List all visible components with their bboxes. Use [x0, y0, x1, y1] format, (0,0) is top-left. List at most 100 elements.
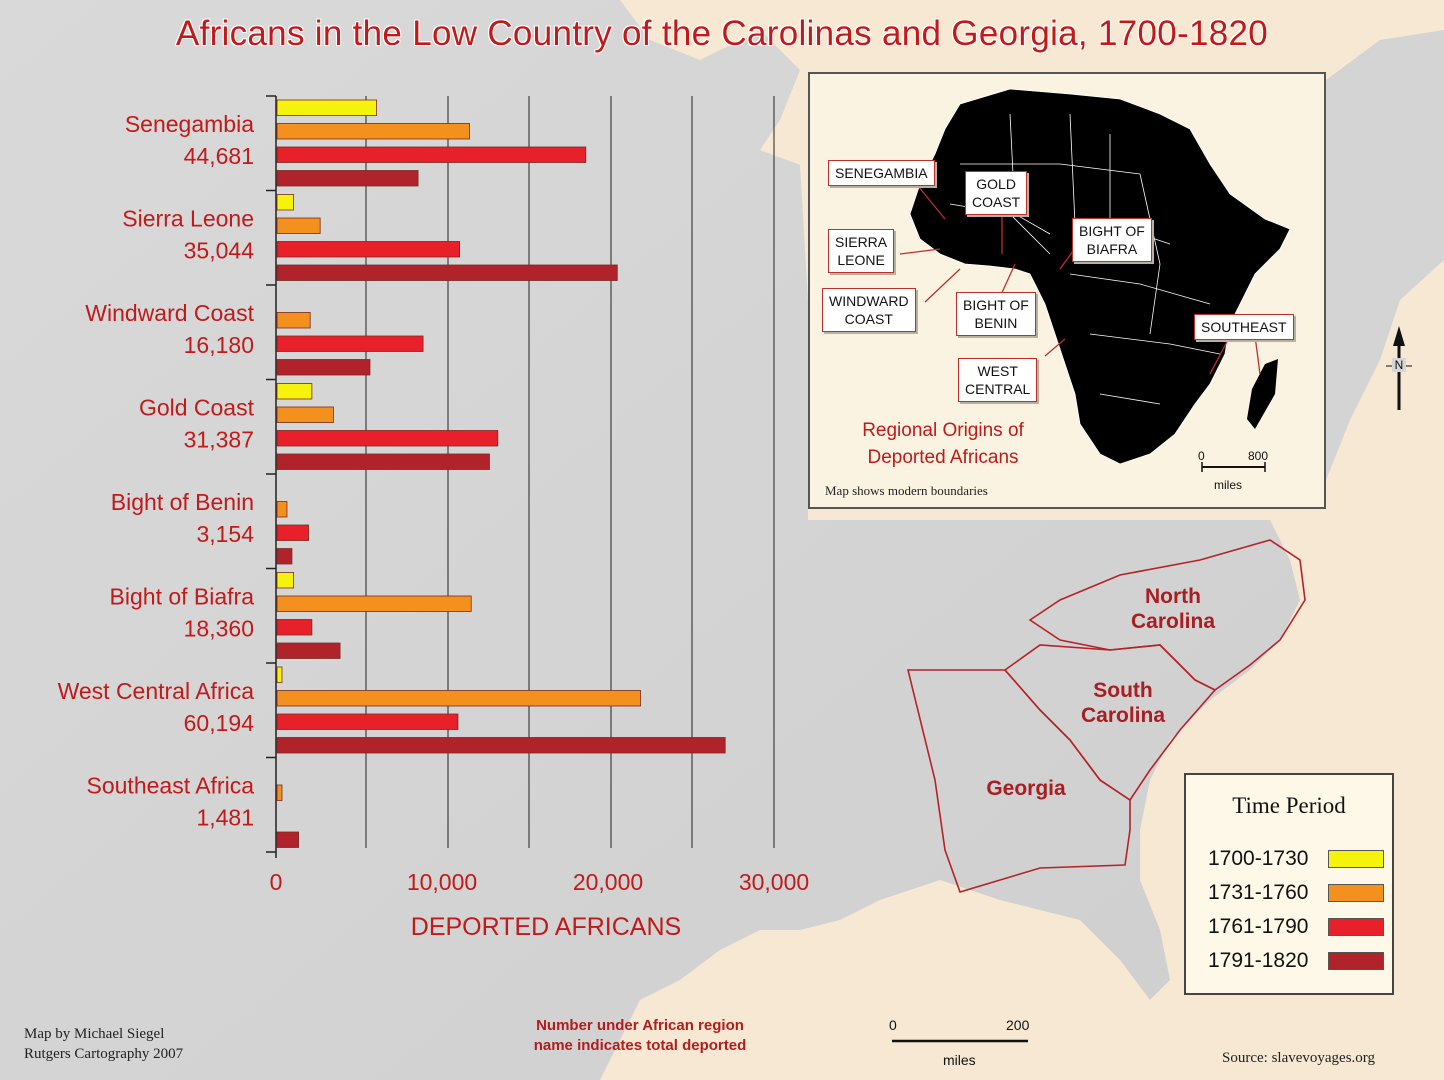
bar-west-central-africa-1761-1790	[276, 713, 459, 730]
north-carolina-line2: Carolina	[1130, 610, 1216, 633]
callout-bight-of-benin-line1: BIGHT OF	[963, 297, 1029, 313]
category-label: Southeast Africa	[87, 773, 255, 799]
legend-item-1700-1730: 1700-1730	[1208, 847, 1384, 871]
bar-west-central-africa-1731-1760	[276, 690, 641, 707]
bar-sierra-leone-1700-1730	[276, 194, 295, 211]
callout-southeast: SOUTHEAST	[1194, 314, 1294, 340]
madagascar	[1247, 359, 1278, 429]
callout-bight-of-biafra: BIGHT OF BIAFRA	[1072, 218, 1152, 262]
bar-windward-coast-1731-1760	[276, 312, 311, 329]
callout-sierra-leone: SIERRA LEONE	[828, 229, 895, 273]
inset-title-line2: Deported Africans	[867, 447, 1019, 468]
georgia-outline	[906, 669, 1131, 893]
bar-senegambia-1731-1760	[276, 123, 470, 140]
callout-gold-coast-line1: GOLD	[976, 176, 1016, 192]
callout-sierra-leone-line1: SIERRA	[835, 234, 888, 250]
category-total: 44,681	[184, 143, 254, 169]
bar-windward-coast-1761-1790	[276, 335, 424, 352]
callout-west-central: WEST CENTRAL	[958, 358, 1038, 402]
north-carolina-label: North Carolina	[1118, 584, 1228, 634]
bar-bight-of-benin-1731-1760	[276, 501, 288, 518]
bar-senegambia-1791-1820	[276, 170, 419, 187]
legend: Time Period 1700-1730 1731-1760 1761-179…	[1184, 773, 1394, 995]
x-axis-label: DEPORTED AFRICANS	[411, 913, 681, 941]
south-carolina-line1: South	[1093, 679, 1153, 702]
bar-southeast-africa-1731-1760	[276, 784, 283, 801]
category-total: 60,194	[184, 710, 255, 736]
bar-west-central-africa-1791-1820	[276, 737, 726, 754]
inset-note: Map shows modern boundaries	[825, 483, 988, 498]
bar-senegambia-1700-1730	[276, 99, 377, 116]
north-carolina-line1: North	[1145, 585, 1201, 608]
northeast-land	[1326, 30, 1444, 480]
bar-gold-coast-1791-1820	[276, 453, 490, 470]
bar-senegambia-1761-1790	[276, 146, 587, 163]
bar-gold-coast-1700-1730	[276, 383, 313, 400]
legend-label: 1761-1790	[1208, 915, 1309, 938]
category-total: 18,360	[184, 616, 254, 642]
legend-swatch	[1328, 952, 1384, 970]
callout-west-central-line1: WEST	[977, 363, 1018, 379]
bar-sierra-leone-1791-1820	[276, 264, 618, 281]
map-credit: Map by Michael Siegel Rutgers Cartograph…	[24, 1024, 183, 1064]
map-scale-unit: miles	[943, 1052, 976, 1068]
inset-scale-max: 800	[1248, 449, 1269, 463]
source-credit: Source: slavevoyages.org	[1222, 1050, 1376, 1066]
legend-item-1761-1790: 1761-1790	[1208, 915, 1384, 939]
note-line1: Number under African region	[536, 1017, 744, 1034]
category-total: 1,481	[196, 805, 254, 831]
callout-senegambia: SENEGAMBIA	[828, 160, 935, 186]
legend-swatch	[1328, 918, 1384, 936]
callout-west-central-line2: CENTRAL	[965, 381, 1031, 397]
bar-west-central-africa-1700-1730	[276, 666, 283, 683]
map-scale-max: 200	[1006, 1017, 1030, 1033]
callout-bight-of-benin: BIGHT OF BENIN	[956, 292, 1036, 336]
legend-item-1731-1760: 1731-1760	[1208, 881, 1384, 905]
category-label: Bight of Benin	[111, 489, 254, 515]
category-total: 3,154	[196, 521, 254, 547]
callout-bight-of-biafra-line2: BIAFRA	[1086, 241, 1138, 257]
bar-bight-of-benin-1761-1790	[276, 524, 309, 541]
state-boundaries	[906, 539, 1306, 893]
callout-bight-of-biafra-line1: BIGHT OF	[1079, 223, 1145, 239]
bar-bight-of-benin-1791-1820	[276, 548, 293, 565]
bar-sierra-leone-1731-1760	[276, 217, 321, 234]
south-carolina-label: South Carolina	[1068, 678, 1178, 728]
callout-windward-coast-line2: COAST	[844, 311, 893, 327]
africa-continent	[909, 88, 1291, 465]
bar-gold-coast-1731-1760	[276, 406, 334, 423]
inset-title-line1: Regional Origins of	[862, 420, 1024, 441]
category-label: Bight of Biafra	[110, 584, 255, 610]
callout-leaders	[899, 185, 1261, 375]
callout-windward-coast: WINDWARD COAST	[822, 288, 916, 332]
legend-title: Time Period	[1232, 793, 1346, 818]
legend-label: 1731-1760	[1208, 881, 1309, 904]
inset-title: Regional Origins of Deported Africans	[830, 417, 1056, 471]
category-label: Windward Coast	[85, 300, 254, 326]
map-scale-zero: 0	[889, 1017, 897, 1033]
inset-scale-bar	[1201, 462, 1266, 472]
bar-bight-of-biafra-1791-1820	[276, 642, 341, 659]
callout-bight-of-benin-line2: BENIN	[974, 315, 1018, 331]
chart-gridlines	[365, 96, 775, 848]
credit-line1: Map by Michael Siegel	[24, 1026, 165, 1042]
north-arrow-icon	[1386, 326, 1412, 410]
category-label: West Central Africa	[58, 678, 255, 704]
credit-line2: Rutgers Cartography 2007	[24, 1046, 184, 1062]
category-label: Gold Coast	[139, 395, 255, 421]
category-total: 16,180	[184, 332, 254, 358]
south-carolina-line2: Carolina	[1080, 704, 1166, 727]
callout-windward-coast-line1: WINDWARD	[829, 293, 909, 309]
legend-item-1791-1820: 1791-1820	[1208, 949, 1384, 973]
north-label: N	[1392, 358, 1406, 372]
legend-swatch	[1328, 884, 1384, 902]
bar-windward-coast-1791-1820	[276, 359, 371, 376]
bar-sierra-leone-1761-1790	[276, 241, 461, 258]
callout-gold-coast-line2: COAST	[972, 194, 1021, 210]
note-line2: name indicates total deported	[533, 1037, 747, 1054]
x-tick-label: 30,000	[739, 869, 809, 895]
georgia-label: Georgia	[986, 777, 1066, 800]
callout-sierra-leone-line2: LEONE	[837, 252, 885, 268]
